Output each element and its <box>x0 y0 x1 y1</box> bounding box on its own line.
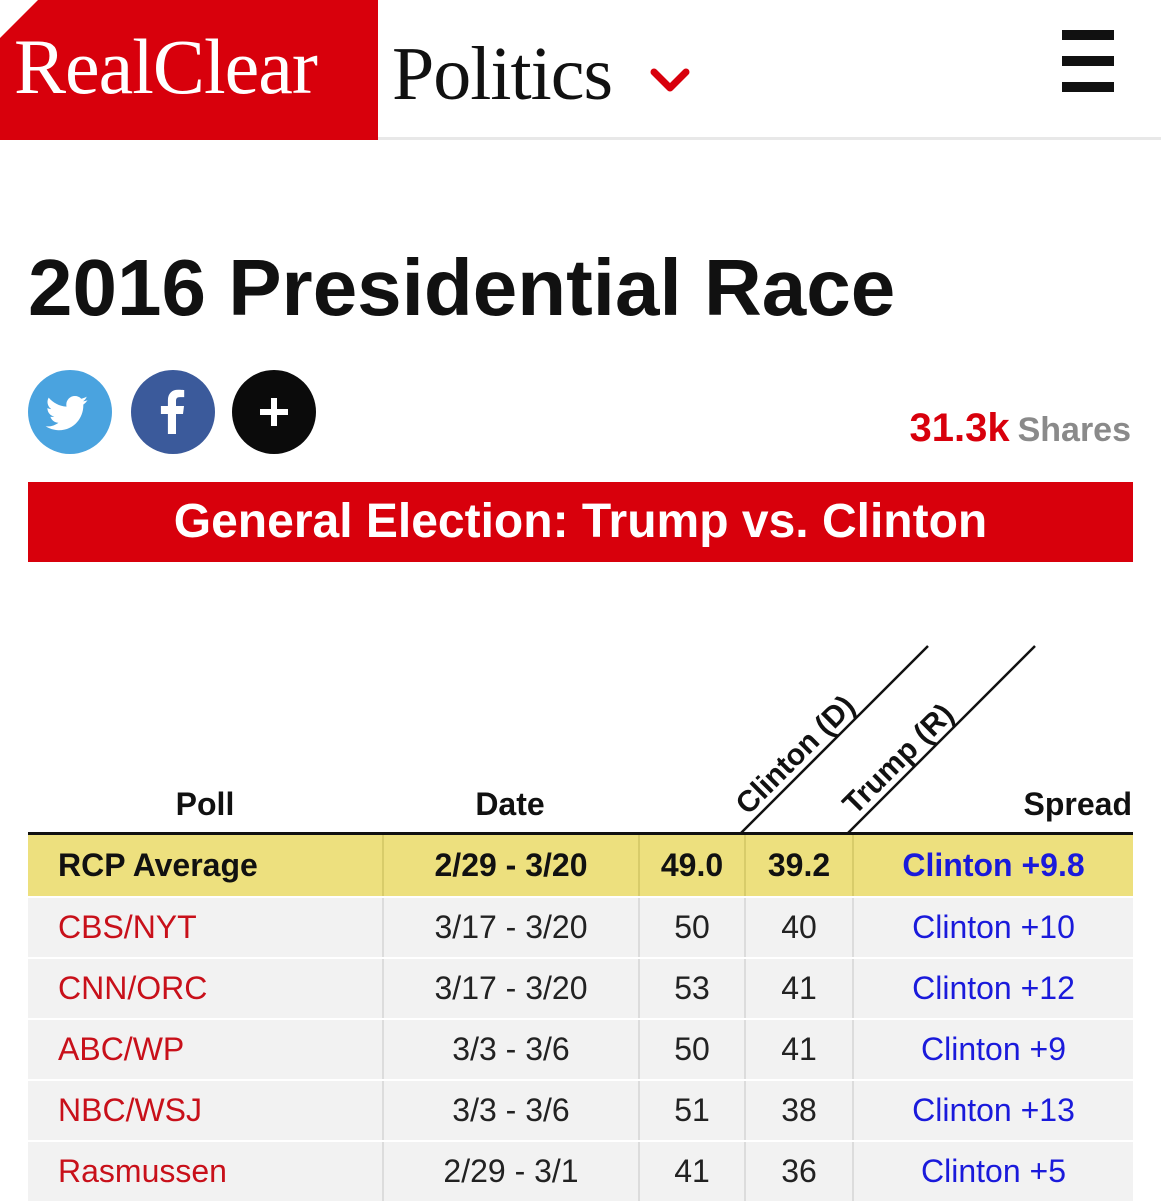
column-header-spread[interactable]: Spread <box>1023 786 1132 822</box>
poll-name-link[interactable]: ABC/WP <box>58 1031 185 1067</box>
chevron-down-icon[interactable] <box>650 66 690 96</box>
clinton-value: 49.0 <box>638 835 744 896</box>
clinton-value: 41 <box>638 1142 744 1201</box>
poll-name-link[interactable]: CBS/NYT <box>58 909 197 945</box>
spread-value: Clinton +12 <box>852 959 1133 1018</box>
clinton-value: 53 <box>638 959 744 1018</box>
column-header-poll[interactable]: Poll <box>175 786 235 822</box>
table-row[interactable]: NBC/WSJ 3/3 - 3/6 51 38 Clinton +13 <box>28 1081 1133 1142</box>
table-row[interactable]: ABC/WP 3/3 - 3/6 50 41 Clinton +9 <box>28 1020 1133 1081</box>
spread-value: Clinton +9.8 <box>852 835 1133 896</box>
share-count-value: 31.3k <box>909 406 1010 450</box>
poll-date: 3/3 - 3/6 <box>382 1081 638 1140</box>
trump-value: 38 <box>744 1081 852 1140</box>
poll-name-link[interactable]: NBC/WSJ <box>58 1092 202 1128</box>
column-header-date[interactable]: Date <box>475 786 545 822</box>
clinton-value: 50 <box>638 898 744 957</box>
page-title: 2016 Presidential Race <box>28 243 896 332</box>
poll-name[interactable]: RCP Average <box>58 847 258 883</box>
poll-name-link[interactable]: CNN/ORC <box>58 970 208 1006</box>
poll-date: 3/3 - 3/6 <box>382 1020 638 1079</box>
poll-date: 2/29 - 3/1 <box>382 1142 638 1201</box>
trump-value: 40 <box>744 898 852 957</box>
spread-value: Clinton +5 <box>852 1142 1133 1201</box>
logo-red-block[interactable]: RealClear <box>0 0 378 140</box>
twitter-share-button[interactable] <box>28 370 112 454</box>
spread-value: Clinton +10 <box>852 898 1133 957</box>
more-share-button[interactable] <box>232 370 316 454</box>
table-row[interactable]: Rasmussen 2/29 - 3/1 41 36 Clinton +5 <box>28 1142 1133 1203</box>
table-header-rule <box>28 832 1133 835</box>
trump-value: 39.2 <box>744 835 852 896</box>
trump-value: 41 <box>744 959 852 1018</box>
site-header: RealClear Politics <box>0 0 1161 140</box>
share-count-label: Shares <box>1017 411 1131 449</box>
clinton-value: 51 <box>638 1081 744 1140</box>
candidate-column-headers: Clinton (D) Trump (R) <box>730 645 1036 835</box>
trump-value: 36 <box>744 1142 852 1201</box>
poll-date: 3/17 - 3/20 <box>382 898 638 957</box>
trump-value: 41 <box>744 1020 852 1079</box>
poll-name-link[interactable]: Rasmussen <box>58 1153 227 1189</box>
plus-icon <box>260 398 288 426</box>
spread-value: Clinton +9 <box>852 1020 1133 1079</box>
facebook-icon <box>160 389 185 434</box>
twitter-icon <box>45 396 88 431</box>
facebook-share-button[interactable] <box>131 370 215 454</box>
logo-politics-text[interactable]: Politics <box>392 32 613 116</box>
spread-value: Clinton +13 <box>852 1081 1133 1140</box>
rcp-average-row[interactable]: RCP Average 2/29 - 3/20 49.0 39.2 Clinto… <box>28 835 1133 898</box>
share-count: 31.3k Shares <box>909 408 1131 448</box>
poll-date: 2/29 - 3/20 <box>382 835 638 896</box>
race-banner[interactable]: General Election: Trump vs. Clinton <box>28 482 1133 562</box>
hamburger-menu-icon[interactable] <box>1062 30 1114 94</box>
clinton-value: 50 <box>638 1020 744 1079</box>
logo-corner-fold <box>0 0 38 38</box>
logo-realclear-text: RealClear <box>14 23 318 110</box>
table-row[interactable]: CNN/ORC 3/17 - 3/20 53 41 Clinton +12 <box>28 959 1133 1020</box>
poll-date: 3/17 - 3/20 <box>382 959 638 1018</box>
table-row[interactable]: CBS/NYT 3/17 - 3/20 50 40 Clinton +10 <box>28 898 1133 959</box>
